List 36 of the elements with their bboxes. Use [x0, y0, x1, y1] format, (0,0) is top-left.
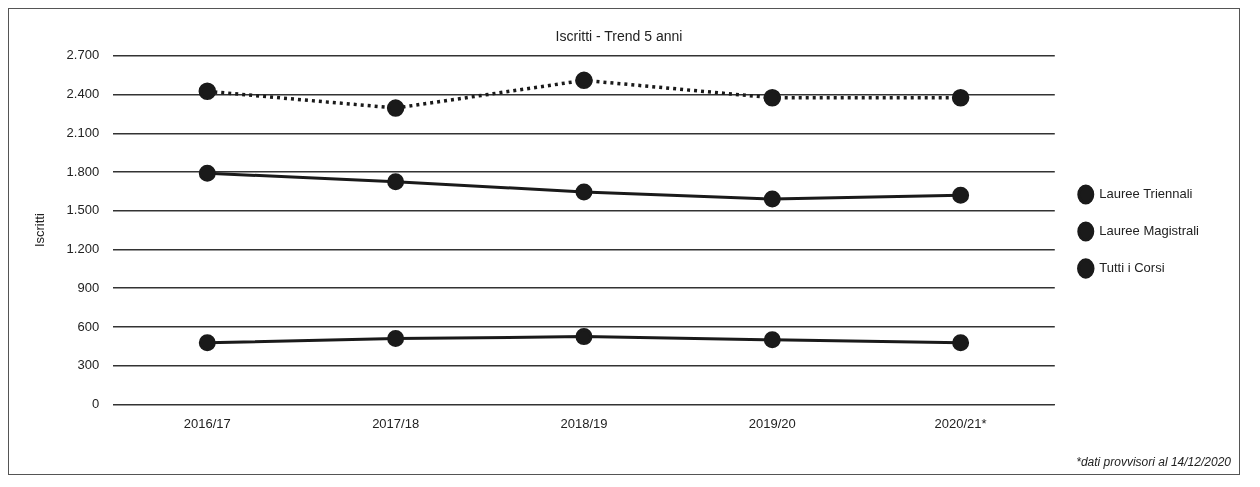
- x-tick-label: 2016/17: [183, 415, 231, 431]
- y-tick-label: 2.400: [66, 86, 100, 102]
- chart-title: Iscritti - Trend 5 anni: [555, 28, 683, 45]
- point: [952, 186, 970, 204]
- point: [575, 183, 593, 201]
- y-tick-label: 2.700: [66, 47, 100, 63]
- y-tick-label: 1.200: [66, 241, 100, 257]
- y-tick-label: 2.100: [66, 124, 100, 140]
- text: *dati provvisori al 14/12/2020: [1076, 455, 1232, 469]
- x-tick-label: 2017/18: [372, 415, 420, 431]
- point: [387, 330, 405, 348]
- point: [763, 190, 781, 208]
- point: [198, 334, 216, 352]
- x-tick-label: 2020/21*: [934, 415, 987, 431]
- point: [387, 173, 405, 191]
- y-tick-label: 1.500: [66, 202, 100, 218]
- legend-label: Lauree Magistrali: [1099, 223, 1200, 239]
- point: [763, 331, 781, 349]
- y-tick-label: 600: [77, 318, 100, 334]
- point: [198, 164, 216, 182]
- point: [763, 89, 782, 107]
- point: [198, 82, 217, 101]
- point: [952, 334, 970, 352]
- point: [575, 328, 593, 346]
- legend-label: Tutti i Corsi: [1099, 260, 1165, 276]
- y-tick-label: 1.800: [66, 163, 100, 179]
- y-axis-title: Iscritti: [32, 213, 48, 248]
- x-tick-label: 2019/20: [748, 415, 796, 431]
- y-tick-label: 0: [91, 395, 100, 411]
- legend-label: Lauree Triennali: [1099, 186, 1193, 202]
- x-tick-label: 2018/19: [560, 415, 608, 431]
- point: [575, 71, 593, 90]
- y-tick-label: 300: [77, 357, 100, 373]
- point: [951, 89, 970, 107]
- y-tick-label: 900: [77, 279, 100, 295]
- point: [386, 99, 405, 117]
